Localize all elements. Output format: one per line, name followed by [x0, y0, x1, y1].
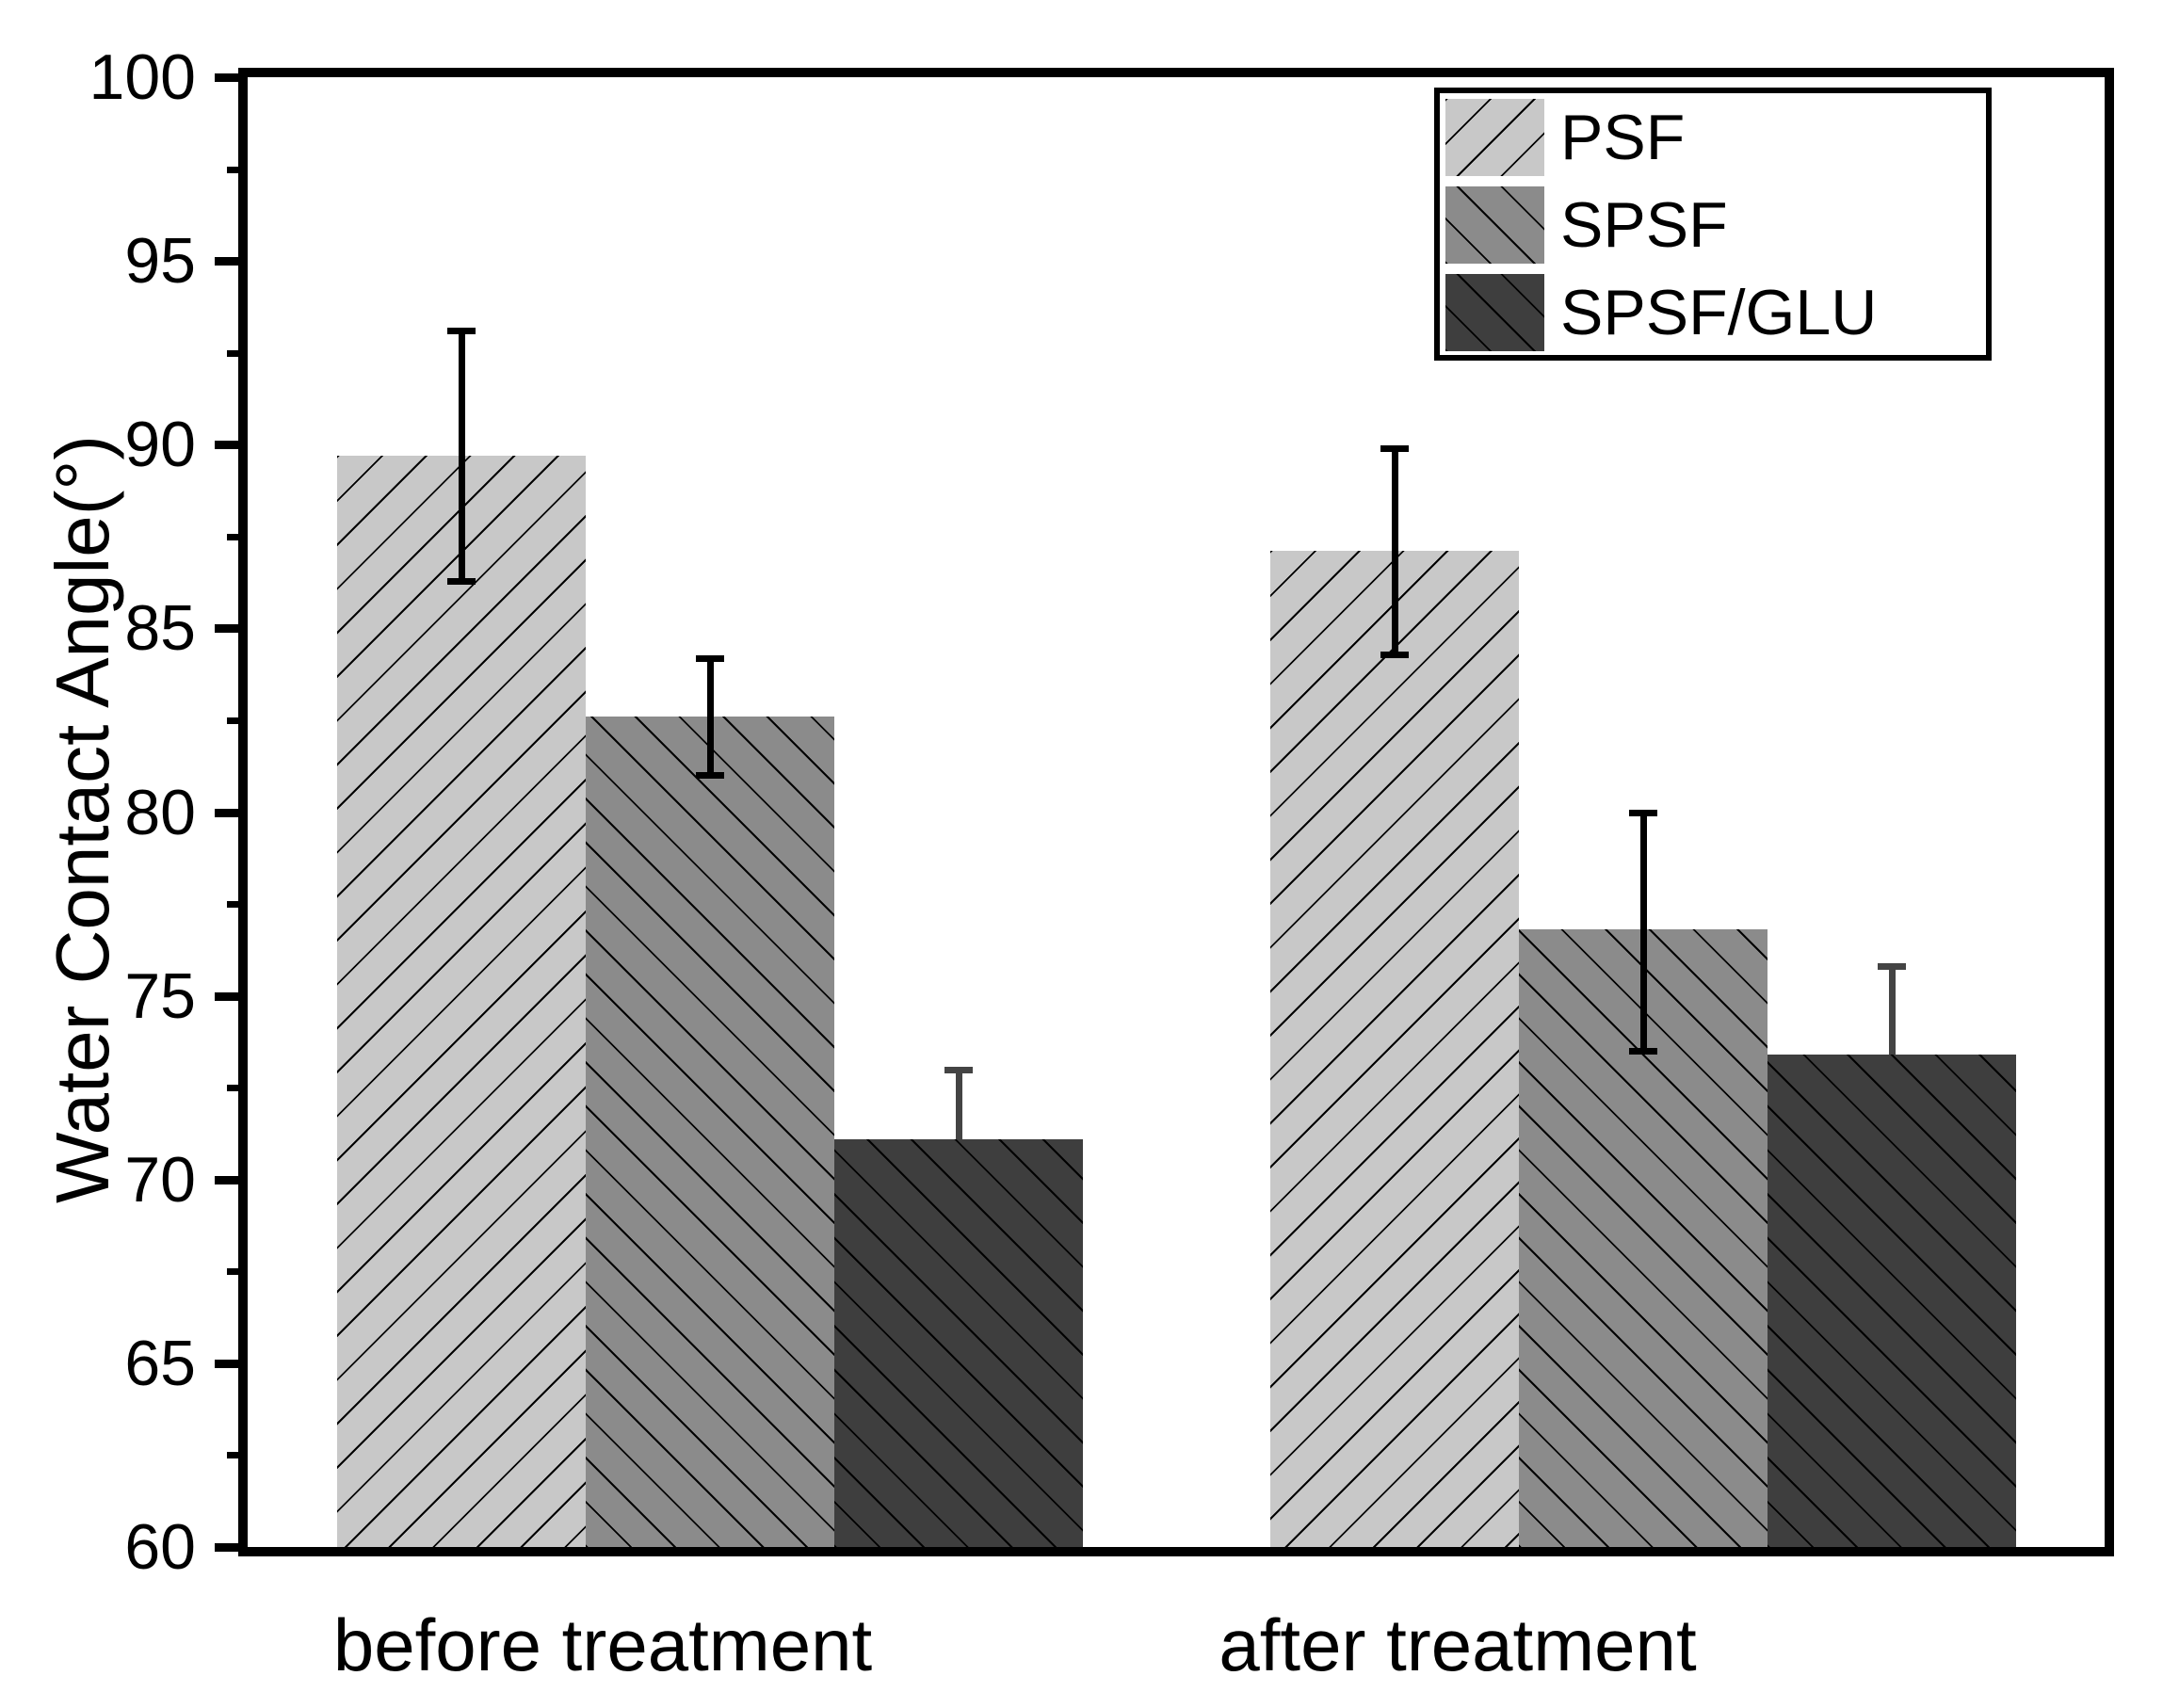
y-major-tick-65	[215, 1359, 238, 1368]
error-cap-top-spsf-glu-after-treatment	[1878, 963, 1906, 971]
legend-label-spsf-glu: SPSF/GLU	[1560, 277, 1878, 348]
y-tick-label-90: 90	[124, 409, 196, 481]
y-minor-tick-82.5	[227, 717, 238, 724]
y-major-tick-80	[215, 808, 238, 817]
y-tick-label-95: 95	[124, 225, 196, 298]
y-major-tick-100	[215, 73, 238, 82]
y-minor-tick-72.5	[227, 1085, 238, 1092]
y-tick-label-100: 100	[89, 41, 196, 113]
error-cap-bottom-psf-before-treatment	[447, 577, 476, 585]
bar-psf-after-treatment	[1270, 551, 1519, 1547]
error-cap-top-spsf-glu-before-treatment	[944, 1066, 973, 1073]
legend: PSF SPSF SPSF/GLU	[1434, 88, 1992, 361]
y-major-tick-95	[215, 257, 238, 266]
y-tick-label-70: 70	[124, 1143, 196, 1216]
y-minor-tick-87.5	[227, 533, 238, 540]
y-major-tick-75	[215, 991, 238, 1001]
error-cap-top-spsf-before-treatment	[696, 654, 724, 662]
legend-label-spsf: SPSF	[1560, 189, 1728, 261]
legend-swatch-psf	[1445, 99, 1544, 176]
legend-row-spsf-glu: SPSF/GLU	[1445, 274, 1986, 351]
y-major-tick-90	[215, 441, 238, 450]
error-bar-psf-before-treatment	[458, 330, 465, 581]
y-minor-tick-97.5	[227, 166, 238, 173]
error-bar-spsf-glu-before-treatment	[955, 1069, 962, 1139]
y-tick-label-60: 60	[124, 1511, 196, 1583]
y-major-tick-85	[215, 624, 238, 634]
error-cap-bottom-psf-after-treatment	[1380, 651, 1409, 658]
bar-spsf-glu-after-treatment	[1768, 1055, 2016, 1547]
bar-psf-before-treatment	[337, 455, 586, 1547]
y-minor-tick-67.5	[227, 1268, 238, 1276]
y-tick-label-65: 65	[124, 1327, 196, 1399]
y-major-tick-60	[215, 1543, 238, 1552]
legend-label-psf: PSF	[1560, 102, 1686, 173]
error-bar-psf-after-treatment	[1391, 448, 1398, 654]
error-bar-spsf-after-treatment	[1639, 812, 1647, 1052]
bar-spsf-before-treatment	[586, 717, 834, 1547]
error-cap-top-psf-after-treatment	[1380, 445, 1409, 453]
error-cap-top-spsf-after-treatment	[1629, 809, 1657, 816]
y-minor-tick-77.5	[227, 901, 238, 909]
error-bar-spsf-before-treatment	[706, 657, 714, 776]
y-minor-tick-62.5	[227, 1452, 238, 1459]
y-major-tick-70	[215, 1175, 238, 1184]
error-cap-bottom-spsf-before-treatment	[696, 772, 724, 780]
error-bar-spsf-glu-after-treatment	[1888, 966, 1896, 1055]
category-label-before-treatment: before treatment	[332, 1603, 873, 1686]
legend-row-psf: PSF	[1445, 99, 1986, 176]
y-tick-label-80: 80	[124, 776, 196, 848]
y-tick-label-85: 85	[124, 592, 196, 665]
category-label-after-treatment: after treatment	[1219, 1603, 1697, 1686]
y-minor-tick-92.5	[227, 349, 238, 357]
y-tick-label-75: 75	[124, 959, 196, 1032]
bar-spsf-glu-before-treatment	[834, 1138, 1083, 1547]
bars-layer	[248, 77, 2105, 1547]
legend-swatch-spsf-glu	[1445, 274, 1544, 351]
legend-swatch-spsf	[1445, 186, 1544, 264]
error-cap-bottom-spsf-after-treatment	[1629, 1048, 1657, 1055]
error-cap-top-psf-before-treatment	[447, 328, 476, 335]
legend-row-spsf: SPSF	[1445, 186, 1986, 264]
